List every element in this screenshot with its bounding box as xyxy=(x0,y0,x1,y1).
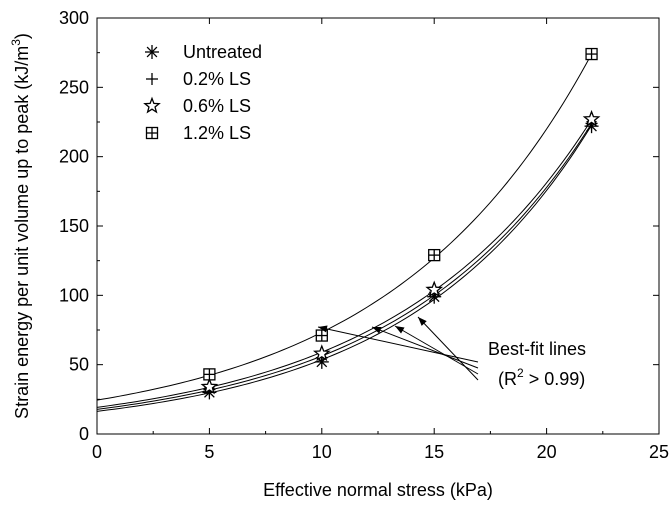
y-tick-label: 250 xyxy=(59,77,89,97)
legend-label: 0.6% LS xyxy=(183,96,251,116)
arrow-head xyxy=(372,326,382,334)
arrow-head xyxy=(318,325,328,333)
annotation-r-squared: (R2 > 0.99) xyxy=(498,366,585,389)
y-tick-label: 50 xyxy=(69,355,89,375)
marker-boxed-plus xyxy=(585,47,598,61)
fit-line xyxy=(96,124,592,412)
y-tick-label: 200 xyxy=(59,147,89,167)
marker-star xyxy=(582,109,601,127)
legend-label: 0.2% LS xyxy=(183,69,251,89)
x-axis-title: Effective normal stress (kPa) xyxy=(263,480,493,500)
marker-boxed-plus xyxy=(145,126,159,140)
x-tick-label: 15 xyxy=(424,442,444,462)
x-tick-label: 25 xyxy=(649,442,669,462)
annotation-arrow xyxy=(317,326,479,363)
fit-line xyxy=(96,123,592,410)
marker-star xyxy=(200,377,219,395)
marker-asterisk xyxy=(145,45,159,59)
fit-line xyxy=(96,53,592,401)
y-axis-title: Strain energy per unit volume up to peak… xyxy=(9,33,32,419)
annotation-arrow xyxy=(371,326,479,369)
y-tick-label: 100 xyxy=(59,285,89,305)
data-markers xyxy=(200,47,601,400)
x-tick-label: 5 xyxy=(204,442,214,462)
arrow-head xyxy=(418,317,427,326)
annotation-arrow xyxy=(417,316,479,381)
x-tick-label: 10 xyxy=(312,442,332,462)
marker-boxed-plus xyxy=(428,248,441,262)
annotation-text: Best-fit lines xyxy=(488,339,586,359)
marker-boxed-plus xyxy=(203,368,216,381)
x-tick-label: 0 xyxy=(92,442,102,462)
y-tick-label: 150 xyxy=(59,216,89,236)
y-tick-label: 0 xyxy=(79,424,89,444)
marker-star xyxy=(143,96,161,114)
marker-star xyxy=(425,280,444,298)
legend-label: 1.2% LS xyxy=(183,123,251,143)
marker-plus xyxy=(146,73,158,85)
y-tick-label: 300 xyxy=(59,8,89,28)
legend-label: Untreated xyxy=(183,42,262,62)
arrow-head xyxy=(395,326,405,334)
legend: Untreated 0.2% LS 0.6% LS 1.2% LS xyxy=(143,42,262,143)
best-fit-lines xyxy=(96,53,592,412)
fit-line xyxy=(96,119,592,408)
annotation: Best-fit lines (R2 > 0.99) xyxy=(317,316,586,389)
marker-star xyxy=(312,344,331,362)
x-tick-label: 20 xyxy=(537,442,557,462)
marker-boxed-plus xyxy=(315,329,328,342)
